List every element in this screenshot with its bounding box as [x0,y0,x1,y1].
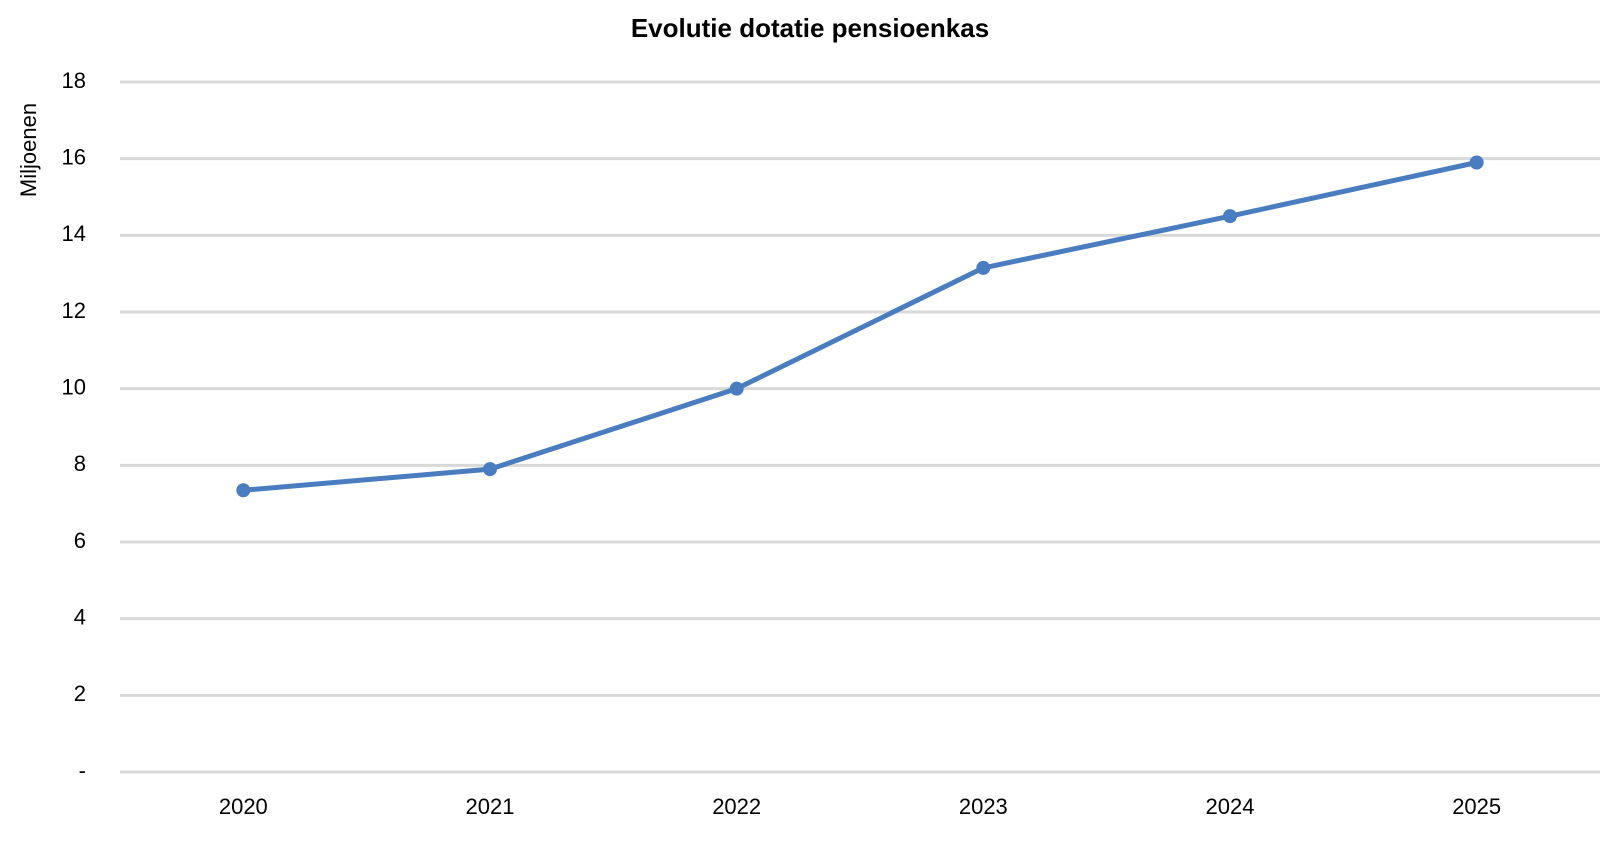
y-tick-label: 6 [74,528,86,553]
y-axis-label: Miljoenen [16,103,41,197]
x-tick-label: 2020 [219,794,268,819]
x-tick-label: 2021 [466,794,515,819]
y-tick-label: 8 [74,451,86,476]
y-tick-label: 16 [62,144,86,169]
point [1223,209,1237,224]
chart-title: Evolutie dotatie pensioenkas [631,13,989,43]
x-tick-label: 2025 [1452,794,1501,819]
point [976,260,991,275]
y-tick-label: 14 [62,221,86,246]
series-line [243,160,1478,493]
y-tick-label: 2 [74,681,86,706]
x-tick-label: 2024 [1206,794,1255,819]
y-tick-label: 12 [62,298,86,323]
y-tick-label: 18 [62,68,86,93]
point [729,381,744,396]
point [483,462,497,477]
y-tick-label: - [79,758,86,783]
x-tick-label: 2022 [712,794,761,819]
x-tick-label: 2023 [959,794,1008,819]
y-tick-label: 4 [74,604,86,629]
point [236,483,251,498]
point [1469,155,1484,170]
y-tick-label: 10 [62,374,86,399]
